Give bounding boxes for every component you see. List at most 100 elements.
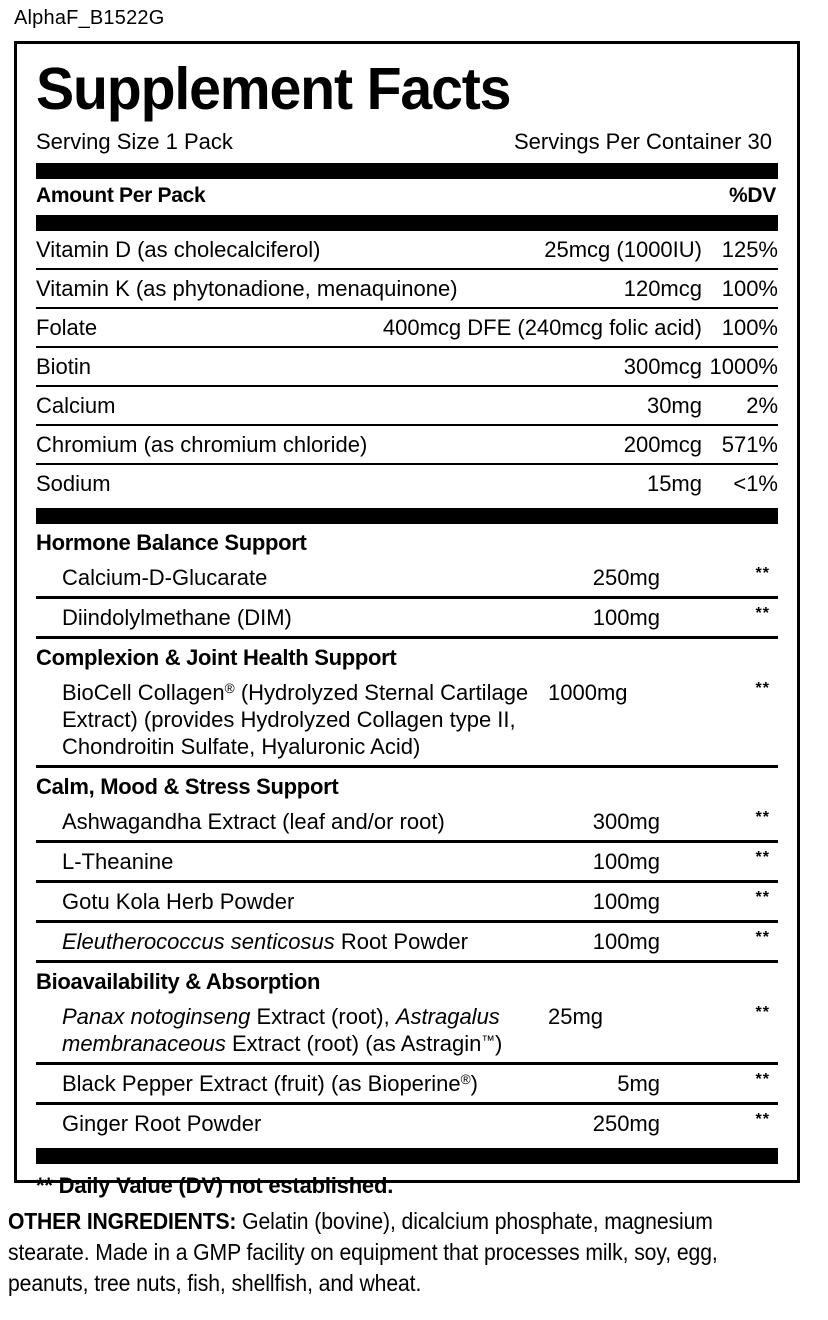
ingredient-dv: ** [755,929,770,946]
row-divider [36,765,778,768]
daily-value-note: ** Daily Value (DV) not established. [36,1173,394,1198]
nutrient-amount: 30mg [646,393,702,418]
ingredient-name: Calcium-D-Glucarate [62,565,268,590]
row-divider [36,346,778,348]
nutrient-name: Chromium (as chromium chloride) [36,432,368,457]
row-divider [36,1062,778,1065]
table-row: Chromium (as chromium chloride) 200mcg 571… [36,426,778,463]
ingredient-amount: 250mg [592,1111,660,1136]
ingredient-dv: ** [755,889,770,906]
ingredient-dv: ** [755,1004,770,1021]
ingredient-dv: ** [755,1071,770,1088]
list-item: Panax notoginseng Extract (root), Astrag… [36,998,778,1062]
divider-bar-under-header [36,215,778,231]
table-row: Sodium 15mg <1% [36,465,778,502]
ingredient-name: Black Pepper Extract (fruit) (as Bioperi… [62,1071,478,1096]
ingredient-name: L-Theanine [62,849,174,874]
nutrient-dv: 100% [721,276,778,301]
ingredient-amount: 1000mg [548,680,628,705]
list-item: Eleutherococcus senticosus Root Powder 10… [36,923,778,960]
ingredient-name: BioCell Collagen® (Hydrolyzed Sternal Ca… [62,680,529,759]
list-item: Gotu Kola Herb Powder 100mg ** [36,883,778,920]
list-item: Ashwagandha Extract (leaf and/or root) 30… [36,803,778,840]
section-heading: Calm, Mood & Stress Support [36,774,339,799]
row-divider [36,636,778,639]
list-item: Black Pepper Extract (fruit) (as Bioperi… [36,1065,778,1102]
divider-bar-under-vitamins [36,508,778,524]
table-row: Biotin 300mcg 1000% [36,348,778,385]
row-divider [36,880,778,883]
ingredient-amount: 100mg [592,849,660,874]
section-heading: Bioavailability & Absorption [36,969,321,994]
amount-per-pack-header: Amount Per Pack %DV [36,183,778,209]
ingredient-name: Eleutherococcus senticosus Root Powder [62,929,468,954]
nutrient-name: Biotin [36,354,92,379]
nutrient-name: Vitamin K (as phytonadione, menaquinone) [36,276,458,301]
row-divider [36,840,778,843]
servings-per-container: Servings Per Container 30 [513,129,772,154]
ingredient-amount: 250mg [592,565,660,590]
table-row: Calcium 30mg 2% [36,387,778,424]
row-divider [36,960,778,963]
list-item: Diindolylmethane (DIM) 100mg ** [36,599,778,636]
dv-header-label: %DV [729,184,776,207]
ingredient-name: Gotu Kola Herb Powder [62,889,295,914]
product-code-label: AlphaF_B1522G [14,7,165,29]
row-divider [36,920,778,923]
row-divider [36,424,778,426]
ingredient-amount: 25mg [548,1004,604,1029]
ingredient-name: Ashwagandha Extract (leaf and/or root) [62,809,445,834]
row-divider [36,385,778,387]
nutrient-dv: 571% [721,432,778,457]
ingredient-dv: ** [755,680,770,697]
list-item: BioCell Collagen® (Hydrolyzed Sternal Ca… [36,674,778,765]
table-row: Vitamin K (as phytonadione, menaquinone)… [36,270,778,307]
divider-bar-bottom [36,1148,778,1164]
nutrient-amount: 15mg [646,471,702,496]
list-item: L-Theanine 100mg ** [36,843,778,880]
nutrient-name: Folate [36,315,98,340]
list-item: Calcium-D-Glucarate 250mg ** [36,559,778,596]
row-divider [36,1102,778,1105]
nutrient-dv: 100% [721,315,778,340]
supplement-facts-panel: Supplement Facts Serving Size 1 Pack Ser… [14,41,800,1198]
nutrient-dv: 1000% [709,354,778,379]
ingredient-dv: ** [755,1111,770,1128]
serving-info-row: Serving Size 1 Pack Servings Per Contain… [36,128,778,156]
nutrient-amount: 200mcg [623,432,702,457]
panel-title: Supplement Facts [36,56,511,122]
serving-size: Serving Size 1 Pack [36,129,233,154]
ingredient-amount: 100mg [592,929,660,954]
row-divider [36,463,778,465]
nutrient-name: Calcium [36,393,116,418]
nutrient-dv: 2% [746,393,778,418]
section-heading: Hormone Balance Support [36,530,307,555]
nutrient-amount: 300mcg [623,354,702,379]
other-ingredients: OTHER INGREDIENTS: Gelatin (bovine), dic… [8,1206,759,1299]
nutrient-amount: 400mcg DFE (240mcg folic acid) [382,315,702,340]
row-divider [36,268,778,270]
ingredient-dv: ** [755,605,770,622]
list-item: Ginger Root Powder 250mg ** [36,1105,778,1142]
ingredient-name: Diindolylmethane (DIM) [62,605,292,630]
ingredient-amount: 100mg [592,605,660,630]
ingredient-amount: 300mg [592,809,660,834]
nutrient-name: Vitamin D (as cholecalciferol) [36,237,321,262]
vitamin-rows: Vitamin D (as cholecalciferol) 25mcg (100… [36,231,778,502]
nutrient-dv: 125% [721,237,778,262]
other-ingredients-label: OTHER INGREDIENTS: [8,1208,237,1234]
ingredient-dv: ** [755,849,770,866]
ingredient-dv: ** [755,565,770,582]
nutrient-amount: 25mcg (1000IU) [544,237,702,262]
nutrient-amount: 120mcg [623,276,702,301]
section-heading: Complexion & Joint Health Support [36,645,397,670]
nutrient-dv: <1% [733,471,778,496]
other-ingredients-text: Gelatin (bovine), dicalcium phosphate, m… [8,1208,718,1296]
amount-header-label: Amount Per Pack [36,184,206,207]
ingredient-amount: 5mg [617,1071,660,1096]
ingredient-name: Panax notoginseng Extract (root), Astrag… [62,1004,503,1056]
ingredient-amount: 100mg [592,889,660,914]
ingredient-name: Ginger Root Powder [62,1111,262,1136]
row-divider [36,307,778,309]
